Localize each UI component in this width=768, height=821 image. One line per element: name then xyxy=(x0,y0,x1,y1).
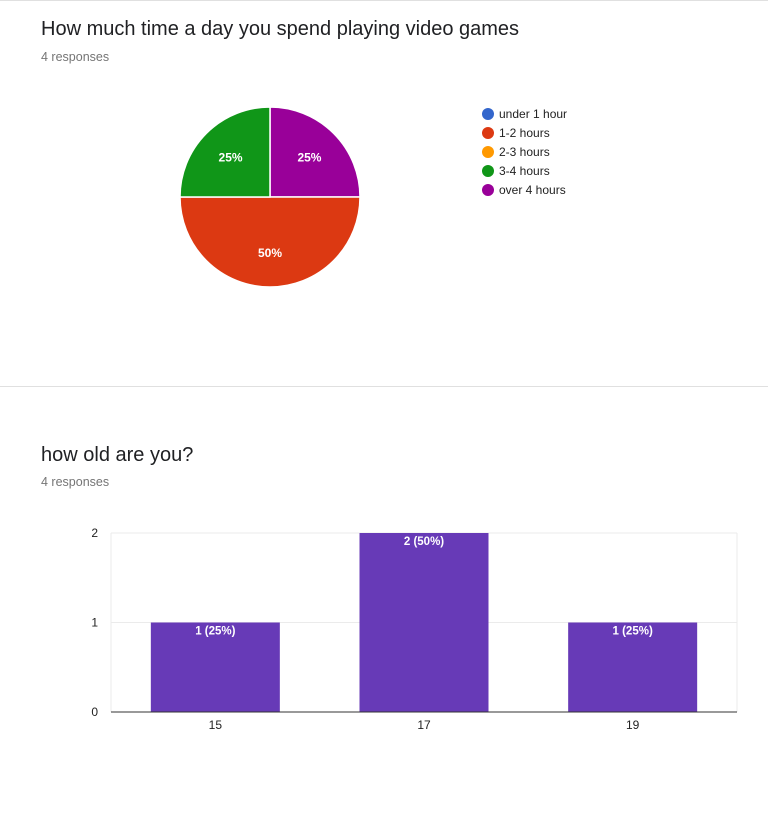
pie-slice-label: 50% xyxy=(258,246,282,260)
legend-swatch xyxy=(482,164,494,177)
pie-slice-label: 25% xyxy=(219,151,243,165)
legend-item: 1-2 hours xyxy=(482,123,567,142)
y-tick-label: 2 xyxy=(91,526,98,540)
legend-label: under 1 hour xyxy=(499,106,568,121)
response-count: 4 responses xyxy=(41,50,110,64)
pie-slice xyxy=(179,106,271,198)
legend-item: under 1 hour xyxy=(482,104,567,123)
y-tick-label: 1 xyxy=(91,616,98,630)
bar-value-label: 2 (50%) xyxy=(404,536,444,548)
legend-item: 3-4 hours xyxy=(482,161,567,180)
legend-item: over 4 hours xyxy=(482,180,567,199)
y-tick-label: 0 xyxy=(91,705,98,719)
legend-swatch xyxy=(482,107,494,120)
question-title: how old are you? xyxy=(41,444,194,466)
bar xyxy=(359,533,489,712)
legend-label: 2-3 hours xyxy=(499,144,550,159)
top-divider xyxy=(0,0,768,1)
legend-swatch xyxy=(482,183,494,196)
legend-label: 3-4 hours xyxy=(499,163,550,178)
bar-value-label: 1 (25%) xyxy=(613,626,653,638)
response-count: 4 responses xyxy=(41,475,110,489)
pie-slice xyxy=(179,196,361,288)
legend-swatch xyxy=(482,126,494,139)
pie-slice-label: 25% xyxy=(297,151,321,165)
legend-label: 1-2 hours xyxy=(499,125,550,140)
bar xyxy=(568,622,698,712)
legend-item: 2-3 hours xyxy=(482,142,567,161)
question-title: How much time a day you spend playing vi… xyxy=(41,18,520,40)
legend-swatch xyxy=(482,145,494,158)
pie-legend: under 1 hour 1-2 hours 2-3 hours 3-4 hours o… xyxy=(482,104,567,199)
x-tick-label: 19 xyxy=(626,718,640,732)
x-tick-label: 17 xyxy=(417,718,431,732)
bar xyxy=(150,622,280,712)
x-tick-label: 15 xyxy=(209,718,223,732)
bar-value-label: 1 (25%) xyxy=(195,626,235,638)
card-divider xyxy=(0,386,768,387)
pie-chart: 25% 50% 25% xyxy=(179,106,361,288)
pie-slice xyxy=(269,106,361,198)
legend-label: over 4 hours xyxy=(499,182,566,197)
